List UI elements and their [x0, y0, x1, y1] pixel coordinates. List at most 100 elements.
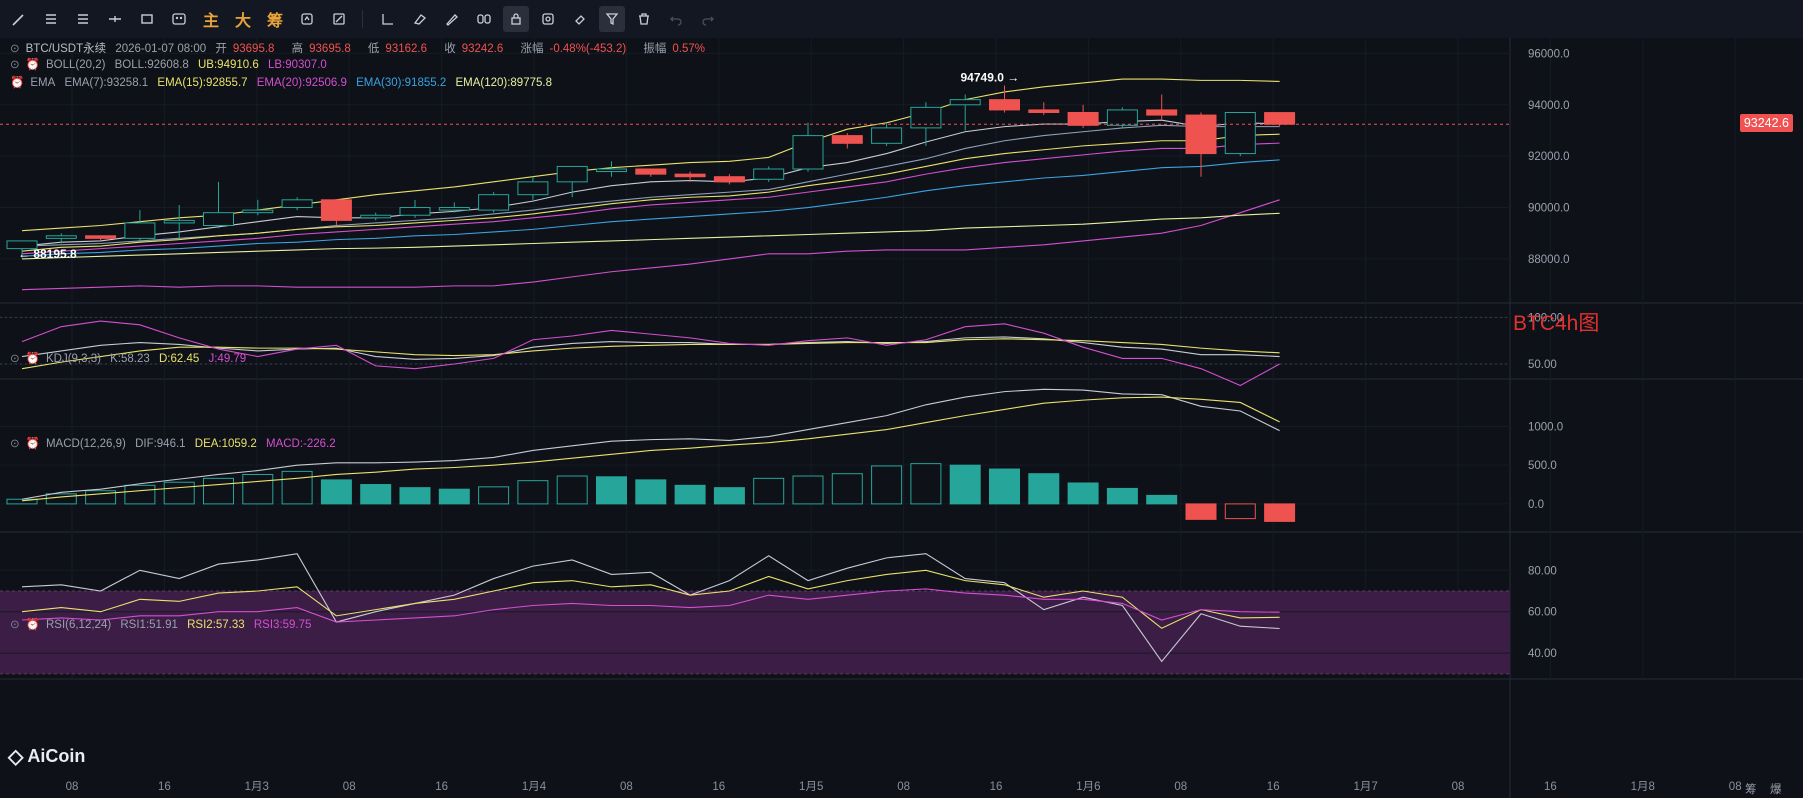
macd-histogram-bar: [1185, 503, 1217, 520]
candle-body: [1264, 112, 1296, 125]
candle-body: [596, 168, 627, 173]
trash-icon[interactable]: [631, 6, 657, 32]
macd-line-dif: [21, 388, 1280, 500]
change-label: 涨幅: [520, 43, 544, 55]
symbol-name: BTC/USDT永续: [25, 43, 107, 55]
candle-body: [910, 106, 942, 129]
macd-histogram-bar: [949, 464, 981, 505]
y-tick-label: 60.00: [1528, 607, 1557, 619]
macd-histogram-bar: [203, 477, 234, 505]
pencil-icon[interactable]: [6, 6, 32, 32]
redo-icon[interactable]: [695, 6, 721, 32]
candle-body: [124, 222, 156, 239]
candle-body: [478, 194, 510, 211]
x-tick-label: 1月3: [245, 781, 269, 793]
chart-canvas[interactable]: 08 16 1月3 08 16 1月4 08 16 1月5 08 16 1月6 08 16 1月7 08 16 1…: [0, 38, 1803, 798]
macd-histogram-bar: [1067, 482, 1099, 505]
alarm-icon[interactable]: ⏰: [10, 77, 25, 89]
candle-body: [949, 99, 981, 106]
candle-body: [6, 240, 38, 250]
eraser-icon[interactable]: [407, 6, 433, 32]
settings-icon[interactable]: ⊙: [10, 59, 20, 71]
macd-histogram-bar: [674, 484, 706, 505]
settings-icon[interactable]: ⊙: [10, 438, 20, 450]
macd-legend[interactable]: ⊙ ⏰ MACD(12,26,9) DIF:946.1 DEA:1059.2 MAC…: [10, 436, 342, 450]
series-line-ema20: [21, 142, 1280, 255]
measure-icon[interactable]: [375, 6, 401, 32]
y-tick-label: 94000.0: [1528, 100, 1570, 112]
rsi-legend[interactable]: ⊙ ⏰ RSI(6,12,24) RSI1:51.91 RSI2:57.33 RSI…: [10, 617, 317, 631]
settings-icon[interactable]: ⊙: [10, 353, 20, 365]
candle-body: [713, 176, 745, 183]
y-tick-label: 0.0: [1528, 499, 1544, 511]
y-tick-label: 92000.0: [1528, 151, 1570, 163]
rotate-icon[interactable]: [294, 6, 320, 32]
kdj-j: J:49.79: [208, 353, 247, 365]
pattern-icon[interactable]: [471, 6, 497, 32]
ruler-icon[interactable]: [326, 6, 352, 32]
macd-histogram-bar: [989, 468, 1020, 505]
boll-ub: UB:94910.6: [198, 59, 259, 71]
candle-body: [360, 214, 392, 219]
macd-histogram-bar: [478, 486, 510, 505]
x-tick-label: 08: [897, 781, 910, 793]
alarm-icon[interactable]: ⏰: [25, 619, 40, 631]
x-tick-label: 16: [1544, 781, 1557, 793]
brush-icon[interactable]: [439, 6, 465, 32]
boll-name: BOLL(20,2): [45, 59, 106, 71]
magnet-icon[interactable]: [567, 6, 593, 32]
x-tick-label: 1月7: [1353, 781, 1377, 793]
crosshair-icon[interactable]: [102, 6, 128, 32]
candle-body: [242, 209, 274, 214]
logo-text: AiCoin: [27, 746, 86, 766]
candle-body: [517, 181, 549, 196]
macd-histogram-bar: [163, 481, 195, 505]
high-marker-label: 94749.0 →: [961, 71, 1020, 85]
kdj-legend[interactable]: ⊙ ⏰ KDJ(9,3,3) K:58.23 D:62.45 J:49.79: [10, 351, 252, 365]
macd-histogram-bar: [281, 470, 313, 505]
menu-icon[interactable]: [38, 6, 64, 32]
main-chart-button[interactable]: 主: [202, 13, 219, 30]
chip-distribution-button[interactable]: 筹: [266, 13, 283, 30]
rectangle-icon[interactable]: [134, 6, 160, 32]
close-value: 93242.6: [461, 43, 504, 55]
filter-icon[interactable]: [599, 6, 625, 32]
low-marker-label: ← 88195.8: [18, 247, 77, 261]
macd-histogram-bar: [753, 477, 785, 505]
macd-histogram-bar: [124, 484, 156, 505]
lock-icon[interactable]: [503, 6, 529, 32]
macd-histogram-bar: [45, 493, 77, 505]
alert-icon[interactable]: [535, 6, 561, 32]
large-order-button[interactable]: 大: [234, 13, 251, 30]
y-tick-label: 80.00: [1528, 565, 1557, 577]
rsi-band: [0, 591, 1510, 674]
macd-macd: MACD:-226.2: [265, 438, 336, 450]
palette-icon[interactable]: [166, 6, 192, 32]
lines-icon[interactable]: [70, 6, 96, 32]
alarm-icon[interactable]: ⏰: [25, 353, 40, 365]
x-tick-label: 16: [990, 781, 1003, 793]
candle-body: [1028, 109, 1060, 113]
rsi-line-rsi1: [21, 553, 1280, 663]
close-label: 收: [444, 43, 456, 55]
right-tool-liquidation[interactable]: 爆: [1770, 784, 1782, 796]
boll-legend[interactable]: ⊙ ⏰ BOLL(20,2) BOLL:92608.8 UB:94910.6 LB:…: [10, 57, 333, 71]
candle-body: [1067, 111, 1099, 126]
right-tool-chip[interactable]: 筹: [1745, 784, 1757, 796]
low-value: 93162.6: [385, 43, 427, 55]
candle-body: [85, 235, 117, 239]
x-tick-label: 08: [66, 781, 79, 793]
ema120: EMA(120):89775.8: [455, 77, 552, 89]
alarm-icon[interactable]: ⏰: [25, 438, 40, 450]
x-tick-label: 08: [1729, 781, 1742, 793]
macd-histogram-bar: [360, 484, 392, 505]
change-value: -0.48%(-453.2): [549, 43, 627, 55]
settings-icon[interactable]: ⊙: [10, 619, 20, 631]
y-tick-label: 90000.0: [1528, 203, 1570, 215]
collapse-icon[interactable]: ⊙: [10, 43, 20, 55]
alarm-icon[interactable]: ⏰: [25, 59, 40, 71]
ema7: EMA(7):93258.1: [64, 77, 149, 89]
ema-legend[interactable]: ⏰ EMA EMA(7):93258.1 EMA(15):92855.7 EMA(…: [10, 75, 558, 89]
undo-icon[interactable]: [663, 6, 689, 32]
high-value: 93695.8: [309, 43, 351, 55]
